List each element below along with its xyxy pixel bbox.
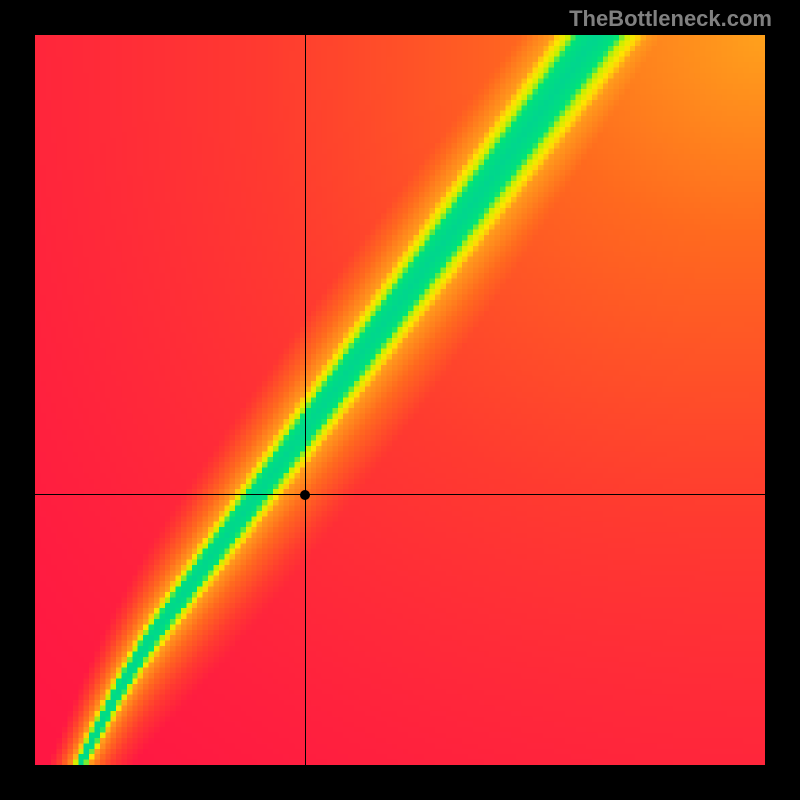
crosshair-vertical [305, 35, 306, 765]
watermark-text: TheBottleneck.com [569, 6, 772, 32]
heatmap-canvas [35, 35, 765, 765]
crosshair-horizontal [35, 494, 765, 495]
reference-dot [300, 490, 310, 500]
heatmap-plot [35, 35, 765, 765]
